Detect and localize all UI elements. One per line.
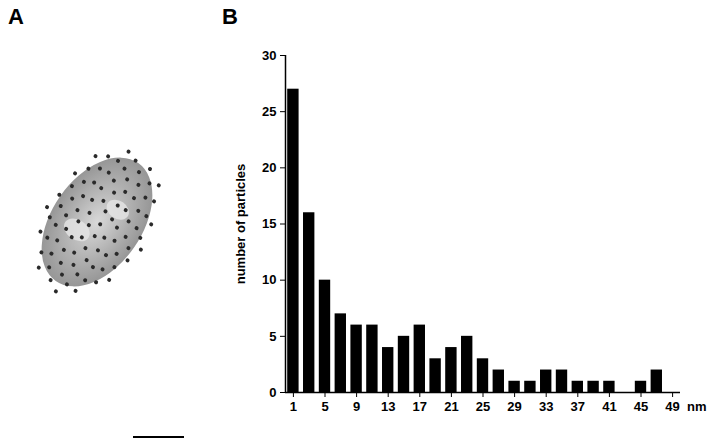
svg-text:30: 30 — [262, 48, 276, 63]
svg-text:49: 49 — [665, 399, 679, 414]
svg-text:13: 13 — [381, 399, 395, 414]
svg-text:45: 45 — [634, 399, 648, 414]
svg-text:1: 1 — [290, 399, 297, 414]
svg-text:9: 9 — [353, 399, 360, 414]
svg-text:37: 37 — [571, 399, 585, 414]
svg-text:21: 21 — [444, 399, 458, 414]
svg-text:25: 25 — [262, 104, 276, 119]
svg-text:0: 0 — [269, 385, 276, 400]
svg-text:20: 20 — [262, 160, 276, 175]
svg-text:5: 5 — [321, 399, 328, 414]
svg-text:33: 33 — [539, 399, 553, 414]
svg-text:25: 25 — [476, 399, 490, 414]
svg-text:number of particles: number of particles — [233, 164, 248, 285]
svg-text:5: 5 — [269, 328, 276, 343]
svg-text:15: 15 — [262, 216, 276, 231]
svg-text:29: 29 — [507, 399, 521, 414]
svg-text:10: 10 — [262, 272, 276, 287]
svg-text:nm: nm — [687, 399, 707, 414]
svg-text:41: 41 — [602, 399, 616, 414]
html-text:A: A — [8, 4, 24, 29]
svg-text:17: 17 — [413, 399, 427, 414]
html-text:B: B — [222, 4, 238, 29]
